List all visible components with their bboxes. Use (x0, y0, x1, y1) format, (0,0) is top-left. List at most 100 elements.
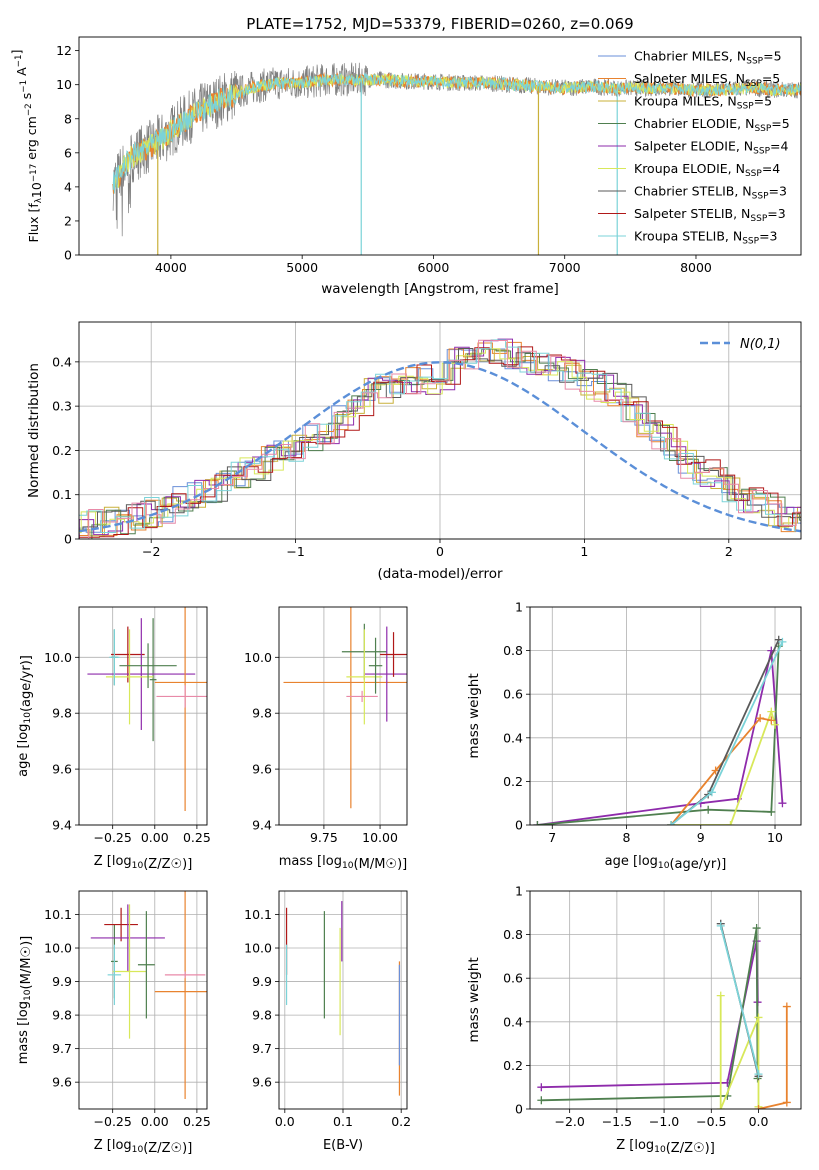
weight-line-salpeter_miles (670, 717, 772, 825)
y-tick-label: 9.8 (252, 706, 272, 721)
label-fragment: ] (9, 50, 24, 55)
weight-marker (771, 720, 780, 729)
legend-label-suffix: =3 (767, 206, 785, 221)
label-fragment: (Z/Z☉)] (143, 1141, 192, 1156)
x-tick-label: −0.25 (94, 830, 132, 845)
label-subscript: 10 (23, 989, 33, 1001)
weight-marker (778, 637, 787, 646)
label-fragment: Z [ (616, 1138, 634, 1153)
y-tick-label: 9.7 (252, 1041, 272, 1056)
y-tick-label: 0.8 (503, 927, 523, 942)
y-tick-label: 9.8 (52, 1008, 72, 1023)
legend-label-suffix: =3 (759, 229, 777, 244)
legend-label-name: Chabrier STELIB, N (634, 184, 752, 199)
weight-marker (782, 1002, 791, 1011)
age-vs-Z-panel: −0.25 0.00 0.259.49.69.810.0Z [log10(Z/Z☉)… (16, 606, 211, 872)
legend-label: Chabrier ELODIE, NSSP=5 (634, 116, 790, 134)
legend-label-suffix: =5 (762, 71, 780, 86)
x-tick-label: −2 (142, 544, 160, 559)
label-fragment: erg cm (24, 116, 39, 164)
label-fragment: (age/yr)] (19, 655, 34, 712)
weight-marker (767, 807, 776, 816)
weight-marker (778, 799, 787, 808)
spectrum-legend: Chabrier MILES, NSSP=5 Salpeter MILES, N S… (598, 49, 790, 247)
residuals-panel: −2 −1 0 1 2 0 0.1 0.2 0.3 0.4 (data-model)/error No… (26, 321, 802, 582)
legend-label-name: Salpeter ELODIE, N (634, 139, 753, 154)
y-tick-label: 0.1 (52, 487, 72, 502)
y-tick-label: 4 (64, 179, 72, 194)
x-tick-label: −2.0 (554, 1114, 584, 1129)
y-tick-label: 0 (515, 1102, 523, 1117)
axes-frame (78, 36, 802, 256)
y-axis-label: Flux [fλ10−17 erg cm−2 s−1 A−1] (9, 50, 44, 243)
weight-line-kroupa_stelib (719, 925, 760, 1075)
legend-label: Salpeter STELIB, NSSP=3 (634, 206, 786, 224)
y-tick-label: 0.6 (503, 687, 523, 702)
x-tick-label: 4000 (155, 260, 187, 275)
weight-marker (782, 1098, 791, 1107)
y-tick-label: 0.4 (503, 730, 523, 745)
weight-marker (704, 805, 713, 814)
y-tick-label: 9.6 (252, 1075, 272, 1090)
legend-label-suffix: =5 (771, 116, 789, 131)
legend-label-subscript: SSP (752, 192, 769, 202)
label-fragment: Flux [f (26, 203, 41, 243)
y-tick-label: 0.6 (503, 971, 523, 986)
weight-marker (533, 821, 542, 825)
label-superscript: −17 (29, 164, 39, 182)
label-fragment: (age/yr)] (669, 857, 726, 872)
x-tick-label: 8 (623, 830, 631, 845)
label-subscript: 10 (23, 712, 33, 724)
x-tick-label: 0.25 (183, 1114, 211, 1129)
x-axis-label: Z [log10(Z/Z☉)] (616, 1138, 715, 1156)
y-tick-label: 6 (64, 145, 72, 160)
y-tick-label: 9.4 (52, 818, 72, 833)
x-tick-label: 10 (767, 830, 783, 845)
y-axis-label: age [log10(age/yr)] (16, 655, 34, 777)
y-axis-label: Normed distribution (26, 363, 42, 498)
weight-marker (754, 1105, 763, 1109)
x-tick-label: −1.0 (649, 1114, 679, 1129)
residual-histogram-kroupa_miles (79, 349, 801, 537)
label-fragment: (Z/Z☉)] (666, 1141, 715, 1156)
legend-label-subscript: SSP (742, 237, 759, 247)
x-axis-label: Z [log10(Z/Z☉)] (94, 854, 193, 872)
x-tick-label: 9.75 (310, 830, 338, 845)
weight-marker (667, 821, 676, 825)
x-tick-label: 0 (436, 544, 444, 559)
y-tick-label: 9.8 (52, 706, 72, 721)
label-subscript: λ (34, 198, 44, 203)
y-tick-label: 0 (64, 248, 72, 263)
label-superscript: −2 (24, 103, 34, 116)
mass-vs-Z-plot-area (90, 891, 207, 1099)
x-axis-label: age [log10(age/yr)] (605, 854, 727, 872)
mass-vs-EBV-plot-area (285, 901, 401, 1096)
x-tick-label: −0.5 (696, 1114, 726, 1129)
legend-label-name: Salpeter MILES, N (634, 71, 745, 86)
label-subscript: 10 (654, 1145, 666, 1155)
legend-label-subscript: SSP (745, 169, 762, 179)
label-subscript: 10 (658, 861, 670, 871)
y-tick-label: 9.8 (252, 1008, 272, 1023)
y-tick-label: 0.8 (503, 643, 523, 658)
label-fragment: age [ (16, 743, 31, 776)
legend-label: Chabrier MILES, NSSP=5 (634, 49, 782, 67)
weight-line-kroupa_elodie (671, 708, 776, 825)
axes-frame (529, 890, 802, 1110)
y-axis-label: mass weight (466, 957, 482, 1042)
x-tick-label: 0.00 (141, 1114, 169, 1129)
weight-marker (716, 921, 725, 930)
observed-spectrum (112, 62, 801, 237)
x-axis-label: E(B-V) (323, 1138, 363, 1153)
label-fragment: (M/M☉)] (19, 936, 34, 990)
residual-histogram-chabrier_stelib (79, 348, 801, 531)
x-tick-label: 0.2 (391, 1114, 411, 1129)
x-tick-label: 8000 (680, 260, 712, 275)
label-superscript: −1 (14, 54, 24, 67)
weight-vs-Z-panel: −2.0 −1.5 −1.0 −0.5 0.0 0 0.2 0.4 0.6 0.8 1 Z [log1… (466, 884, 802, 1156)
weight-marker (754, 1070, 763, 1079)
y-tick-label: 0.2 (503, 1058, 523, 1073)
weight-marker (707, 788, 716, 797)
x-axis-label: wavelength [Angstrom, rest frame] (321, 281, 559, 297)
